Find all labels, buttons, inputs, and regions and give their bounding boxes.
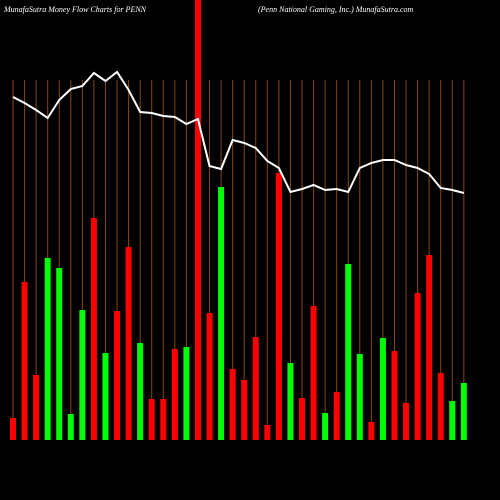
bar: [183, 347, 190, 440]
bar: [67, 414, 74, 440]
bar: [171, 349, 178, 440]
bar: [56, 268, 63, 440]
bar: [206, 313, 213, 440]
bar: [322, 413, 329, 440]
bar: [333, 392, 340, 440]
bar: [310, 306, 317, 440]
bar: [391, 351, 398, 440]
bar: [114, 311, 121, 440]
bar: [275, 173, 282, 440]
bar: [90, 218, 97, 440]
bar: [148, 399, 155, 440]
chart-title: MunafaSutra Money Flow Charts for PENN: [3, 5, 147, 14]
bar: [345, 264, 352, 440]
bar: [403, 403, 410, 440]
bar: [229, 369, 236, 440]
bar: [414, 293, 421, 440]
price-line: [12, 70, 465, 194]
bar: [21, 282, 28, 440]
bar: [299, 398, 305, 440]
bar: [426, 255, 433, 440]
bar: [241, 380, 248, 440]
bar: [44, 258, 51, 440]
bar: [252, 337, 259, 440]
bar: [356, 354, 363, 440]
bar: [368, 422, 375, 440]
bar: [125, 247, 132, 440]
bar: [264, 425, 271, 440]
bar: [160, 399, 167, 440]
chart-subtitle: (Penn National Gaming, Inc.) MunafaSutra…: [258, 5, 414, 14]
bar: [194, 0, 201, 440]
bar: [449, 401, 456, 440]
bar: [437, 373, 444, 440]
bar: [287, 363, 294, 440]
bar: [218, 187, 225, 440]
bar: [379, 338, 386, 440]
bar: [79, 310, 86, 440]
bar: [33, 375, 40, 440]
bar: [10, 418, 16, 440]
bar: [137, 343, 144, 440]
bar: [460, 383, 467, 440]
bar: [102, 353, 109, 440]
